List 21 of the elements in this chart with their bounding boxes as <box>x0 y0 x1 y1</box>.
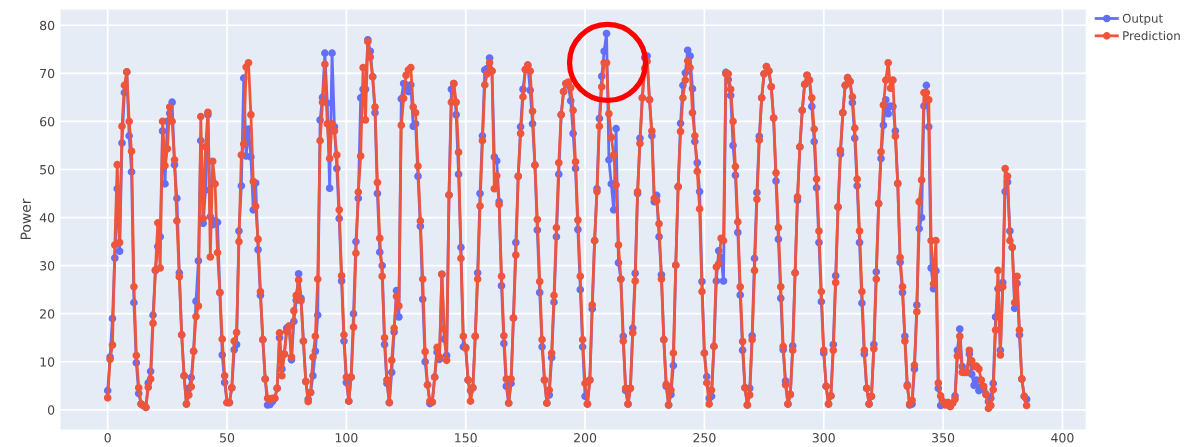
y-tick-label: 80 <box>40 20 55 31</box>
y-tick-label: 50 <box>40 164 55 175</box>
x-tick-label: 100 <box>335 433 358 443</box>
y-tick-label: 20 <box>40 309 55 319</box>
y-tick-label: 10 <box>40 357 55 367</box>
x-tick-label: 350 <box>932 433 955 443</box>
y-tick-label: 70 <box>40 68 55 79</box>
y-axis-title: Power <box>20 198 31 240</box>
x-tick-label: 0 <box>104 433 111 443</box>
y-tick-label: 40 <box>39 213 55 223</box>
y-tick-label: 0 <box>47 405 55 415</box>
x-tick-label: 300 <box>812 433 835 443</box>
x-tick-label: 150 <box>455 433 477 443</box>
x-tick-label: 400 <box>1051 433 1074 443</box>
legend-label: Output <box>1122 13 1163 26</box>
legend-label: Prediction <box>1123 30 1180 41</box>
y-tick-label: 30 <box>40 261 55 271</box>
x-tick-label: 250 <box>693 433 716 443</box>
y-tick-label: 60 <box>40 116 55 127</box>
x-tick-label: 200 <box>574 433 597 443</box>
x-tick-label: 50 <box>220 433 235 443</box>
